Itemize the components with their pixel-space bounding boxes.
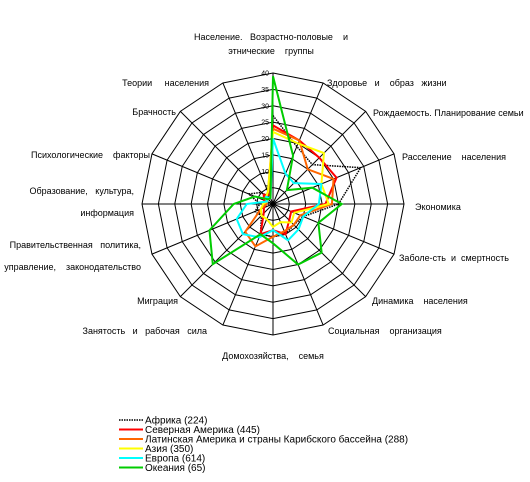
- category-label: Образование, культура, информация: [30, 186, 135, 218]
- legend-label-3: Азия (350): [145, 444, 193, 455]
- grid-spoke: [222, 203, 274, 326]
- category-label-line: Здоровье и образ жизни: [327, 78, 447, 88]
- axis-tick-label: 15: [261, 152, 269, 159]
- grid-spoke: [222, 82, 274, 205]
- category-label-line: Экономика: [415, 202, 461, 212]
- series-line-0: [247, 113, 363, 238]
- grid-spoke: [272, 203, 395, 255]
- category-label-line: Занятость и рабочая сила: [83, 326, 207, 336]
- category-label-line: Расселение населения: [402, 152, 506, 162]
- series-line-5: [208, 76, 344, 266]
- category-label-line: Рождаемость. Планирование семьи: [373, 108, 524, 118]
- legend-label-4: Европа (614): [145, 454, 205, 465]
- category-label: Социальная организация: [328, 326, 442, 336]
- category-label: Занятость и рабочая сила: [83, 326, 207, 336]
- legend-label-5: Океания (65): [145, 463, 205, 474]
- category-label: Теории населения: [122, 78, 209, 88]
- category-label: Здоровье и образ жизни: [327, 78, 447, 88]
- category-label-line: информация: [80, 208, 134, 218]
- category-label-line: Образование, культура,: [30, 186, 135, 196]
- axis-tick-label: 10: [261, 169, 269, 176]
- axis-tick-label: 30: [261, 103, 269, 110]
- chart-legend: Африка (224)Северная Америка (445)Латинс…: [119, 415, 408, 474]
- grid-spoke: [180, 203, 274, 297]
- axis-tick-label: 35: [261, 87, 269, 94]
- category-label: Рождаемость. Планирование семьи: [373, 108, 524, 118]
- category-label-line: Динамика населения: [372, 296, 468, 306]
- legend-label-1: Северная Америка (445): [145, 425, 260, 436]
- category-label-line: этнические группы: [228, 46, 314, 56]
- category-label-line: Брачность: [132, 107, 176, 117]
- category-label-line: Правительственная политика,: [10, 240, 141, 250]
- category-label: Психологические факторы: [31, 150, 150, 160]
- grid-spoke: [180, 111, 274, 205]
- category-label-line: управление, законодательство: [4, 262, 141, 272]
- legend-label-2: Латинская Америка и страны Карибского ба…: [145, 434, 408, 446]
- chart-grid: 0 5 10 15 20 25 30 35 40: [141, 71, 405, 336]
- category-label: Динамика населения: [372, 296, 468, 306]
- chart-series: [208, 76, 363, 266]
- category-label-line: Теории населения: [122, 78, 209, 88]
- category-label: Брачность: [132, 107, 176, 117]
- axis-tick-label: 5: [265, 185, 269, 192]
- category-label: Заболе-сть и смертность: [399, 253, 509, 263]
- category-label-line: Психологические факторы: [31, 150, 150, 160]
- legend-label-0: Африка (224): [145, 415, 207, 427]
- category-label: Расселение населения: [402, 152, 506, 162]
- grid-spoke: [151, 153, 274, 205]
- axis-tick-label: 40: [261, 71, 269, 78]
- chart-labels: Население. Возрастно-половые и этнические…: [4, 32, 523, 361]
- category-label-line: Население. Возрастно-половые и: [194, 32, 348, 42]
- category-label: Домохозяйства, семья: [222, 351, 324, 361]
- axis-tick-label: 25: [261, 120, 269, 127]
- category-label-line: Домохозяйства, семья: [222, 351, 324, 361]
- category-label: Правительственная политика, управление, з…: [4, 240, 141, 272]
- category-label: Миграция: [137, 296, 178, 306]
- category-label-line: Заболе-сть и смертность: [399, 253, 509, 263]
- grid-spoke: [151, 203, 274, 255]
- axis-tick-label: 20: [261, 136, 269, 143]
- category-label: Население. Возрастно-половые и этнические…: [194, 32, 348, 56]
- category-label-line: Миграция: [137, 296, 178, 306]
- category-label-line: Социальная организация: [328, 326, 442, 336]
- axis-tick-label: 0: [265, 202, 269, 209]
- category-label: Экономика: [415, 202, 461, 212]
